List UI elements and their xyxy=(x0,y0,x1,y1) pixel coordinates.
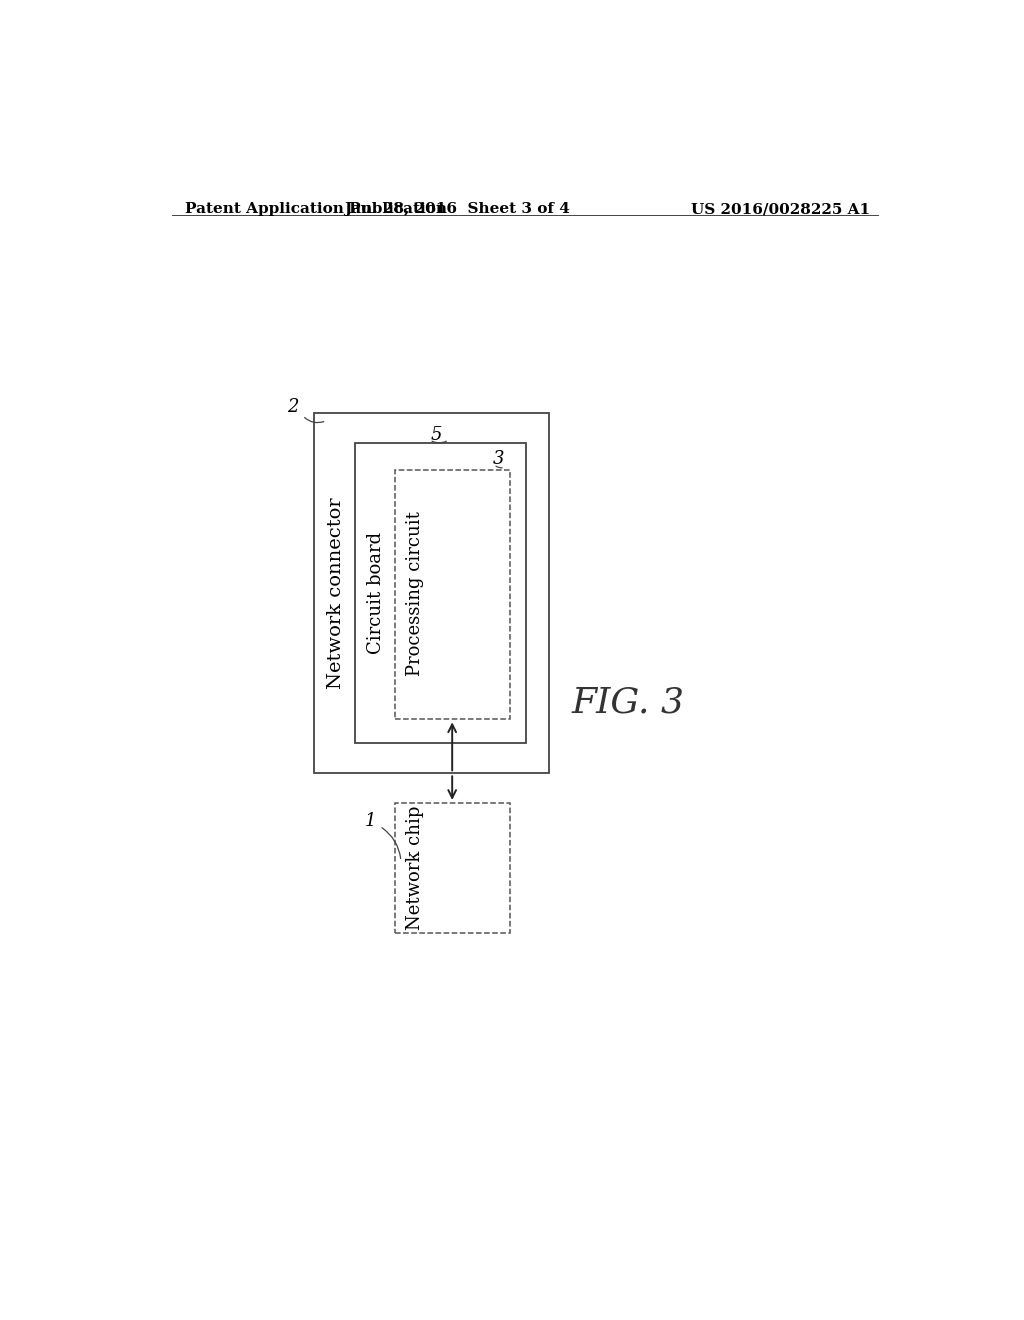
Text: 3: 3 xyxy=(493,450,505,469)
Text: Processing circuit: Processing circuit xyxy=(407,511,424,676)
Text: Patent Application Publication: Patent Application Publication xyxy=(185,202,447,216)
Text: Circuit board: Circuit board xyxy=(367,532,385,655)
Bar xyxy=(355,444,525,743)
Bar xyxy=(394,803,510,933)
Text: 1: 1 xyxy=(365,812,376,830)
Text: 5: 5 xyxy=(430,426,441,444)
Text: 2: 2 xyxy=(288,399,299,416)
Bar xyxy=(314,413,549,774)
Bar xyxy=(394,470,510,719)
Text: Network connector: Network connector xyxy=(327,498,345,689)
Text: Jan. 28, 2016  Sheet 3 of 4: Jan. 28, 2016 Sheet 3 of 4 xyxy=(344,202,570,216)
Text: Network chip: Network chip xyxy=(407,805,424,931)
Text: US 2016/0028225 A1: US 2016/0028225 A1 xyxy=(691,202,870,216)
Text: FIG. 3: FIG. 3 xyxy=(571,685,684,719)
